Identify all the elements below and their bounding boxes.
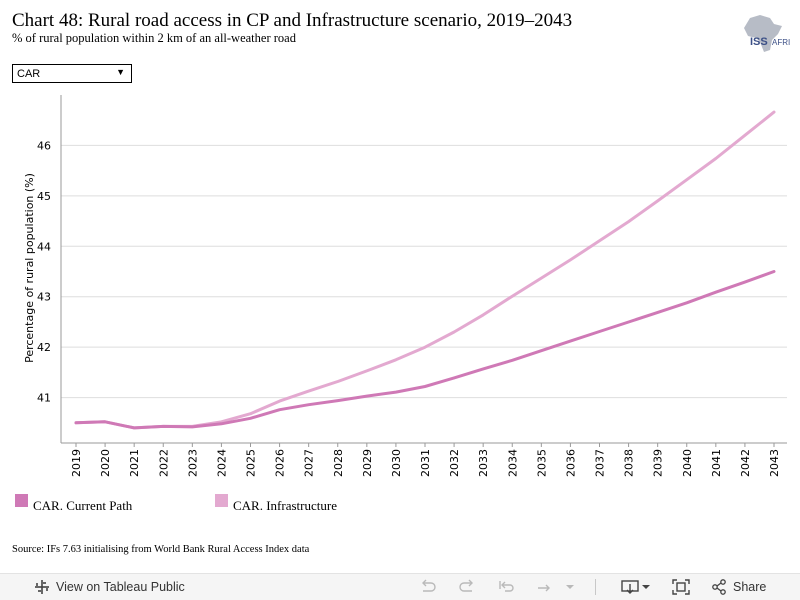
series-line-infrastructure[interactable] (74, 110, 776, 430)
country-filter-value: CAR (17, 68, 41, 80)
series-lines (74, 110, 776, 430)
legend-item-current-path[interactable]: CAR. Current Path (15, 494, 195, 516)
x-tick-label: 2020 (99, 449, 112, 477)
x-tick-label: 2033 (477, 449, 490, 477)
view-on-tableau-button[interactable]: View on Tableau Public (34, 574, 185, 600)
toolbar-divider (595, 579, 596, 595)
x-tick-label: 2039 (652, 449, 665, 477)
x-tick-label: 2031 (419, 449, 432, 477)
tableau-icon (35, 580, 49, 594)
x-tick-label: 2019 (70, 449, 83, 477)
legend-swatch-infrastructure (215, 494, 228, 507)
series-line-current-path[interactable] (74, 270, 776, 430)
legend-label-infrastructure: CAR. Infrastructure (233, 498, 337, 513)
x-tick-label: 2029 (361, 449, 374, 477)
country-filter-dropdown[interactable]: CAR ▼ (12, 64, 132, 83)
legend-swatch-current-path (15, 494, 28, 507)
y-axis-label: Percentage of rural population (%) (23, 173, 36, 363)
redo-button[interactable] (458, 574, 476, 600)
x-tick-label: 2041 (710, 449, 723, 477)
x-tick-label: 2023 (186, 449, 199, 477)
x-tick-label: 2042 (739, 449, 752, 477)
source-note: Source: IFs 7.63 initialising from World… (12, 544, 310, 555)
x-tick-label: 2028 (332, 449, 345, 477)
x-tick-label: 2037 (594, 449, 607, 477)
x-tick-label: 2043 (768, 449, 781, 477)
svg-text:ISS: ISS (750, 36, 768, 48)
undo-button[interactable] (419, 574, 437, 600)
y-tick-label: 41 (37, 392, 51, 405)
line-chart: 41 42 43 44 45 46 2019 2020 2021 2022 2023 2024 202… (23, 95, 787, 477)
fullscreen-icon (672, 579, 690, 595)
view-on-tableau-label: View on Tableau Public (56, 580, 185, 594)
chevron-down-icon: ▼ (116, 67, 125, 77)
legend-label-current-path: CAR. Current Path (33, 498, 133, 513)
x-tick-labels: 2019 2020 2021 2022 2023 2024 2025 2026 2027 2028… (70, 449, 781, 477)
refresh-button[interactable] (536, 574, 554, 600)
x-tick-label: 2027 (303, 449, 316, 477)
x-tick-label: 2034 (506, 449, 519, 477)
revert-button[interactable] (498, 574, 516, 600)
chart-subtitle: % of rural population within 2 km of an … (12, 31, 296, 45)
x-tick-label: 2035 (535, 449, 548, 477)
grid-lines (61, 144, 787, 399)
fullscreen-button[interactable] (672, 574, 690, 600)
x-tick-label: 2022 (157, 449, 170, 477)
y-tick-label: 45 (37, 190, 51, 203)
refresh-icon (538, 584, 550, 592)
x-tick-label: 2036 (564, 449, 577, 477)
share-label: Share (733, 580, 767, 594)
axes (60, 95, 787, 447)
y-tick-label: 46 (37, 139, 51, 152)
caret-down-icon (566, 585, 574, 589)
chart-title: Chart 48: Rural road access in CP and In… (12, 10, 573, 31)
legend-item-infrastructure[interactable]: CAR. Infrastructure (215, 494, 415, 516)
y-tick-label: 44 (37, 240, 51, 253)
x-tick-label: 2021 (128, 449, 141, 477)
share-icon (712, 579, 726, 595)
revert-icon (499, 581, 514, 592)
x-tick-label: 2038 (623, 449, 636, 477)
x-tick-label: 2024 (215, 449, 228, 477)
x-tick-label: 2026 (274, 449, 287, 477)
redo-icon (459, 579, 473, 592)
download-button[interactable] (621, 574, 651, 600)
x-tick-label: 2040 (681, 449, 694, 477)
share-button[interactable]: Share (711, 574, 766, 600)
y-tick-labels: 41 42 43 44 45 46 (37, 139, 51, 404)
download-icon (621, 580, 650, 594)
x-tick-label: 2025 (245, 449, 258, 477)
undo-icon (422, 579, 436, 592)
x-tick-label: 2032 (448, 449, 461, 477)
y-tick-label: 43 (37, 291, 51, 304)
y-tick-label: 42 (37, 341, 51, 354)
refresh-menu-button[interactable] (565, 574, 575, 600)
x-tick-label: 2030 (390, 449, 403, 477)
tableau-toolbar: View on Tableau Public (0, 573, 800, 600)
